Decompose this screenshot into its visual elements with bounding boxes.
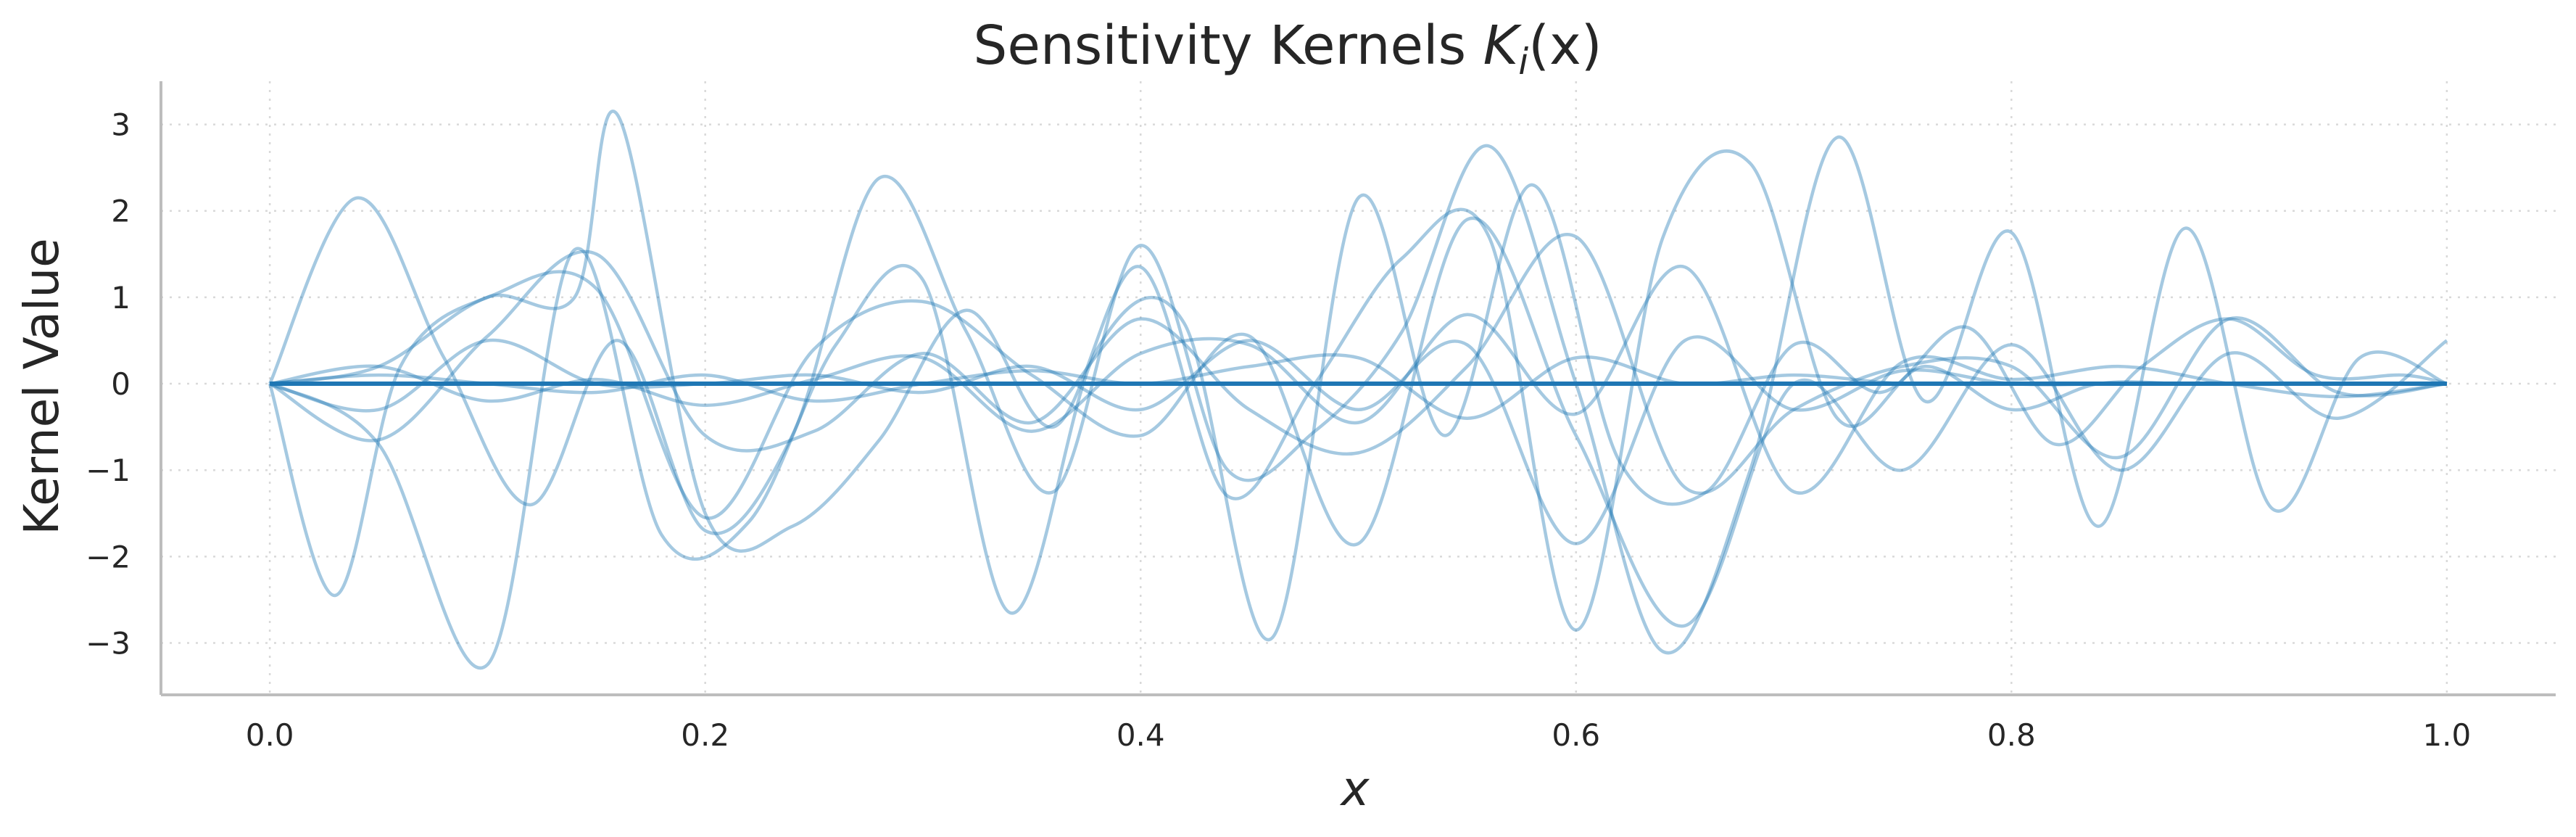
title-subscript: i	[1518, 41, 1528, 83]
kernel-line-4	[269, 216, 2448, 628]
chart-title: Sensitivity Kernels Ki(x)	[973, 15, 1602, 83]
kernel-line-5	[269, 233, 2448, 495]
kernel-line-2	[268, 110, 2447, 632]
kernel-line-3	[269, 183, 2448, 669]
axes	[160, 81, 2556, 696]
title-text: Sensitivity Kernels	[973, 15, 1483, 77]
y-tick-labels: −3 −2 −1 0 1 2 3	[86, 107, 131, 661]
y-tick-label: −1	[86, 453, 131, 488]
x-tick-label: 0.2	[681, 717, 729, 753]
y-axis-label: Kernel Value	[14, 238, 70, 535]
y-tick-label: 3	[111, 107, 131, 143]
x-tick-labels: 0.0 0.2 0.4 0.6 0.8 1.0	[246, 717, 2472, 753]
x-tick-label: 0.6	[1552, 717, 1600, 753]
y-tick-label: −2	[86, 539, 131, 574]
x-tick-label: 0.8	[1987, 717, 2036, 753]
x-tick-label: 1.0	[2422, 717, 2471, 753]
y-tick-label: 0	[111, 366, 131, 402]
x-tick-label: 0.0	[246, 717, 294, 753]
x-tick-label: 0.4	[1117, 717, 1165, 753]
y-tick-label: −3	[86, 626, 131, 661]
x-axis-label: x	[1339, 761, 1370, 817]
title-args: (x)	[1528, 15, 1602, 77]
title-math: K	[1483, 15, 1523, 77]
y-tick-label: 2	[111, 194, 131, 229]
y-tick-label: 1	[111, 280, 131, 316]
grid	[161, 81, 2556, 695]
kernel-line-1	[268, 136, 2448, 655]
kernel-line-6	[269, 264, 2448, 495]
series-lines	[268, 110, 2448, 669]
